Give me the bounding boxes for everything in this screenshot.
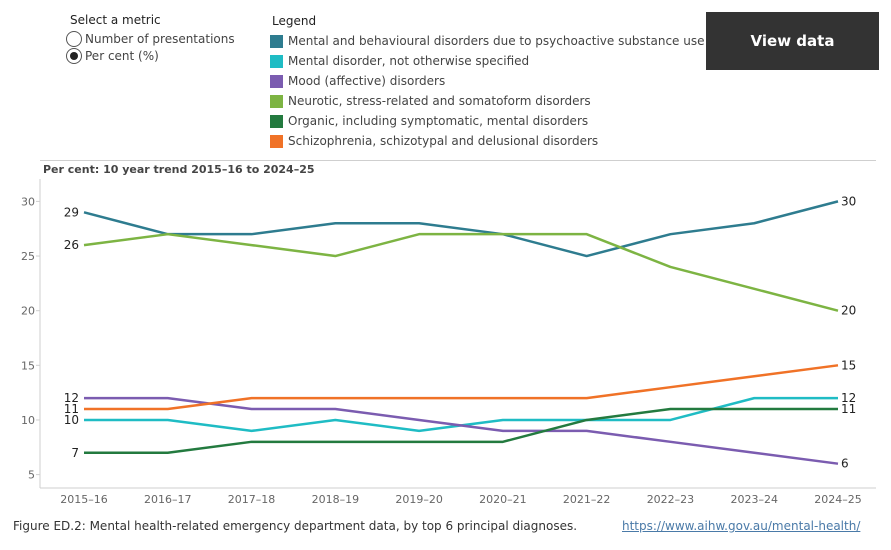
legend-swatch (270, 34, 283, 48)
series-start-label: 7 (71, 446, 79, 460)
metric-option-number[interactable]: Number of presentations (66, 30, 235, 47)
y-tick-label: 10 (21, 414, 35, 427)
x-tick-label: 2021–22 (563, 493, 611, 506)
y-tick-label: 5 (28, 469, 35, 482)
legend-label: Mental disorder, not otherwise specified (288, 54, 530, 68)
metric-selector-title: Select a metric (70, 13, 161, 27)
x-tick-label: 2024–25 (814, 493, 862, 506)
metric-option-label: Number of presentations (85, 31, 235, 46)
legend-item[interactable]: Mental disorder, not otherwise specified (270, 51, 705, 71)
legend-item[interactable]: Mood (affective) disorders (270, 71, 705, 91)
legend-label: Mental and behavioural disorders due to … (288, 34, 705, 48)
legend-label: Schizophrenia, schizotypal and delusiona… (288, 134, 599, 148)
series-end-label: 12 (841, 391, 856, 405)
legend-swatch (270, 134, 283, 148)
metric-selector: Select a metric Number of presentations … (66, 13, 235, 64)
x-tick-label: 2018–19 (312, 493, 360, 506)
series-end-label: 15 (841, 358, 856, 372)
series-start-label: 12 (64, 391, 79, 405)
radio-per-cent[interactable] (66, 47, 82, 64)
legend-swatch (270, 114, 283, 128)
source-link[interactable]: https://www.aihw.gov.au/mental-health/ (622, 519, 861, 533)
series-start-label: 29 (64, 205, 79, 219)
legend-item[interactable]: Mental and behavioural disorders due to … (270, 31, 705, 51)
series-end-label: 30 (841, 194, 856, 208)
x-tick-label: 2020–21 (479, 493, 527, 506)
series-line (84, 364, 839, 411)
metric-option-label: Per cent (%) (85, 48, 159, 63)
x-tick-label: 2019–20 (395, 493, 443, 506)
series-end-label: 11 (841, 402, 856, 416)
x-tick-label: 2017–18 (228, 493, 276, 506)
series-start-label: 11 (64, 402, 79, 416)
legend-item[interactable]: Organic, including symptomatic, mental d… (270, 111, 705, 131)
series-start-label: 26 (64, 238, 79, 252)
legend-label: Mood (affective) disorders (288, 74, 446, 88)
radio-number-of-presentations[interactable] (66, 30, 82, 47)
x-tick-label: 2016–17 (144, 493, 192, 506)
y-tick-label: 25 (21, 250, 35, 263)
legend-item[interactable]: Schizophrenia, schizotypal and delusiona… (270, 131, 705, 151)
legend-swatch (270, 94, 283, 108)
legend-swatch (270, 54, 283, 68)
view-data-button[interactable]: View data (706, 12, 879, 70)
series-end-label: 20 (841, 304, 856, 318)
series-line (84, 407, 838, 454)
legend-label: Organic, including symptomatic, mental d… (288, 114, 589, 128)
x-tick-label: 2023–24 (730, 493, 778, 506)
legend-label: Neurotic, stress-related and somatoform … (288, 94, 591, 108)
legend-swatch (270, 74, 283, 88)
figure-caption: Figure ED.2: Mental health-related emerg… (13, 519, 578, 533)
series-line (83, 200, 839, 258)
series-end-label: 6 (841, 457, 849, 471)
legend-title: Legend (272, 14, 317, 28)
metric-option-percent[interactable]: Per cent (%) (66, 47, 235, 64)
legend-item[interactable]: Neurotic, stress-related and somatoform … (270, 91, 705, 111)
y-tick-label: 30 (21, 195, 35, 208)
legend: Legend Mental and behavioural disorders … (270, 14, 705, 151)
chart-title-bar: Per cent: 10 year trend 2015–16 to 2024–… (40, 160, 876, 179)
chart-title: Per cent: 10 year trend 2015–16 to 2024–… (43, 163, 315, 176)
y-tick-label: 15 (21, 359, 35, 372)
x-tick-label: 2015–16 (60, 493, 108, 506)
x-tick-label: 2022–23 (647, 493, 695, 506)
y-tick-label: 20 (21, 305, 35, 318)
series-line (83, 232, 839, 312)
series-start-label: 10 (64, 413, 79, 427)
